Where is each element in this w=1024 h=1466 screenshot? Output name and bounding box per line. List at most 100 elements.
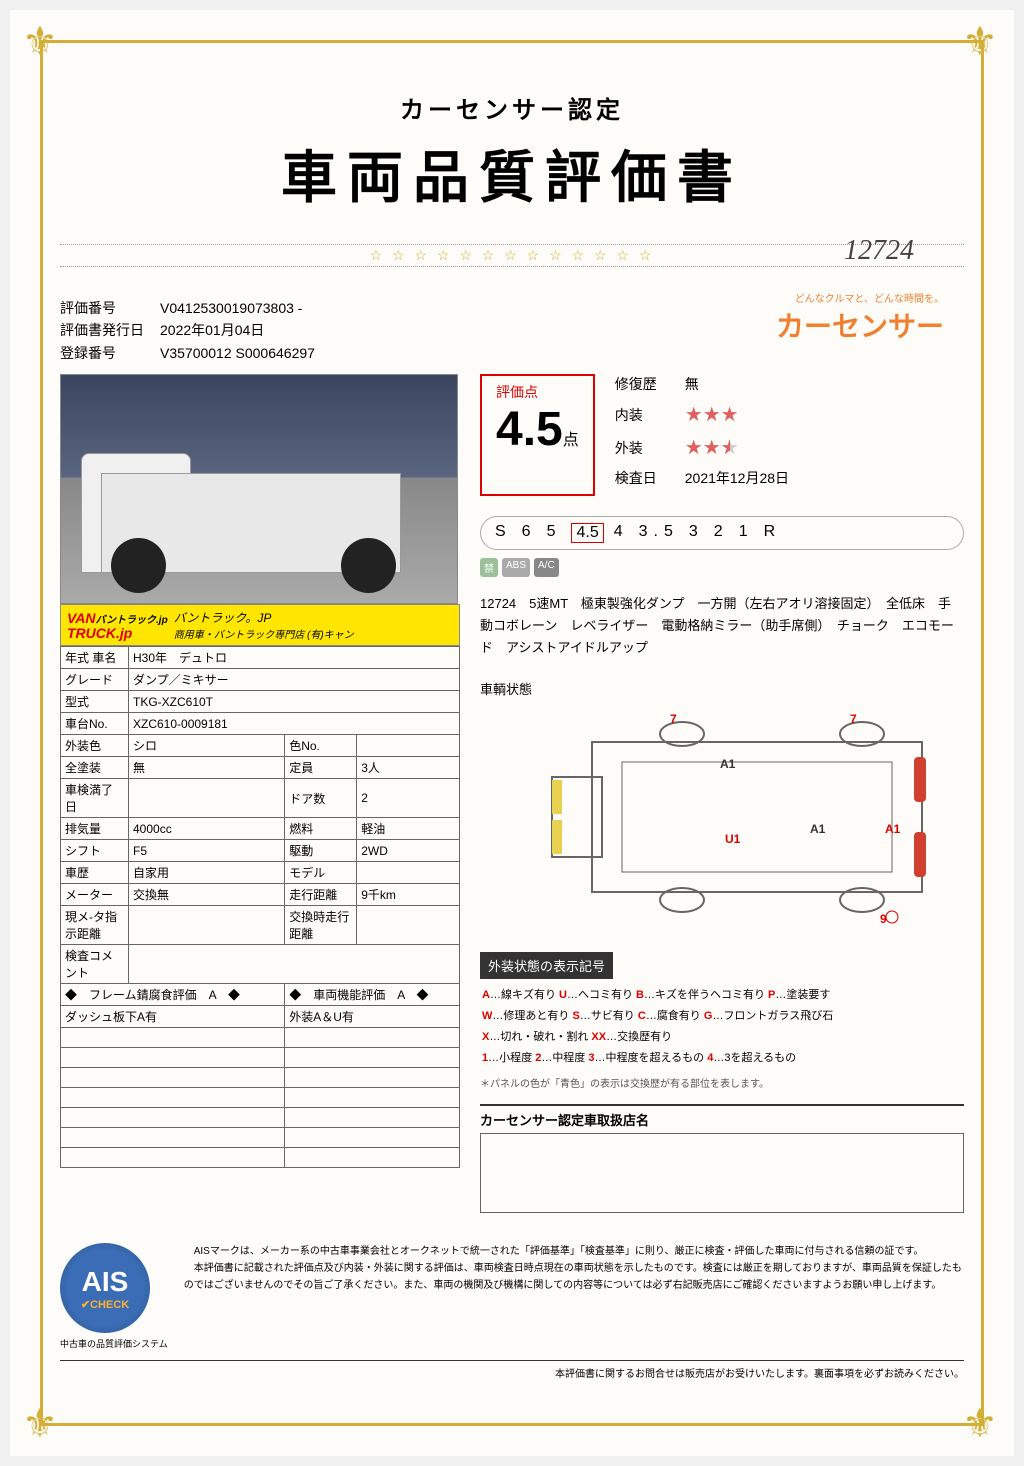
diagram-mark: 9 — [880, 912, 887, 926]
dealer-banner: VANバントラック.jp TRUCK.jp バントラック。JP 商用車・バントラ… — [60, 604, 460, 646]
spec-label: 車台No. — [61, 713, 129, 735]
spec-label: シフト — [61, 840, 129, 862]
repair-label: 修復歴 — [615, 374, 685, 394]
scale-item: 2 — [714, 523, 729, 543]
spec-table: 年式 車名H30年 デュトログレードダンプ／ミキサー型式TKG-XZC610T車… — [60, 646, 460, 1168]
score-unit: 点 — [563, 432, 579, 449]
spec-label: 燃料 — [285, 818, 357, 840]
spec-value: 交換無 — [129, 884, 285, 906]
reg-no: V35700012 S000646297 — [160, 342, 315, 364]
content: VANバントラック.jp TRUCK.jp バントラック。JP 商用車・バントラ… — [60, 374, 964, 1213]
corner-ornament: ⚜ — [962, 1404, 1002, 1444]
star-divider: ☆ ☆ ☆ ☆ ☆ ☆ ☆ ☆ ☆ ☆ ☆ ☆ ☆ — [60, 244, 964, 267]
spec-value — [129, 906, 285, 945]
dealer-name-label: カーセンサー認定車取扱店名 — [480, 1110, 964, 1129]
diagram-title: 車輌状態 — [480, 679, 964, 698]
badge: A/C — [534, 558, 559, 577]
spec-value: シロ — [129, 735, 285, 757]
spec-value — [129, 779, 285, 818]
diagram-mark: A1 — [885, 822, 900, 836]
subtitle: カーセンサー認定 — [60, 90, 964, 125]
issue-date-label: 評価書発行日 — [60, 319, 160, 341]
spec-label: 走行距離 — [285, 884, 357, 906]
spec-value: 無 — [129, 757, 285, 779]
footer-text: AISマークは、メーカー系の中古車事業会社とオークネットで統一された「評価基準」… — [184, 1243, 964, 1294]
dealer-name-section: カーセンサー認定車取扱店名 — [480, 1104, 964, 1213]
spec-value: TKG-XZC610T — [129, 691, 460, 713]
legend-note: ＊パネルの色が「青色」の表示は交換歴が有る部位を表します。 — [480, 1075, 964, 1090]
scale-item: S — [495, 523, 512, 543]
description: 12724 5速MT 極東製強化ダンプ 一方開（左右アオリ溶接固定） 全低床 手… — [480, 593, 964, 659]
bottom-note: 本評価書に関するお問合せは販売店がお受けいたします。裏面事項を必ずお読みください… — [60, 1360, 964, 1380]
scale-item: 4.5 — [571, 523, 603, 543]
ais-badge-wrap: AIS ✔CHECK 中古車の品質評価システム — [60, 1243, 168, 1350]
spec-label: 外装色 — [61, 735, 129, 757]
reg-no-label: 登録番号 — [60, 342, 160, 364]
inspect-label: 検査日 — [615, 468, 685, 488]
diagram-mark: U1 — [725, 832, 740, 846]
score-label: 評価点 — [496, 382, 579, 402]
score-decimal: .5 — [523, 403, 563, 456]
exterior-stars: ★★★ — [685, 435, 739, 460]
legend-body: A…線キズ有り U…ヘコミ有り B…キズを伴うヘコミ有り P…塗装要すW…修理あ… — [480, 979, 964, 1075]
corner-ornament: ⚜ — [22, 22, 62, 62]
right-column: 評価点 4.5点 修復歴無 内装★★★ 外装★★★ 検査日2021年12月28日… — [480, 374, 964, 1213]
score-main: 4 — [496, 403, 523, 456]
issue-date: 2022年01月04日 — [160, 319, 264, 341]
spec-label: 年式 車名 — [61, 647, 129, 669]
diagram-mark: 7 — [670, 712, 677, 726]
score-box: 評価点 4.5点 — [480, 374, 595, 496]
spec-value: 2WD — [357, 840, 460, 862]
spec-value: 3人 — [357, 757, 460, 779]
rating-block: 修復歴無 内装★★★ 外装★★★ 検査日2021年12月28日 — [615, 374, 789, 496]
spec-label: 車検満了日 — [61, 779, 129, 818]
spec-label: モデル — [285, 862, 357, 884]
main-title: 車両品質評価書 — [60, 133, 964, 214]
spec-label: 排気量 — [61, 818, 129, 840]
spec-value: 2 — [357, 779, 460, 818]
interior-label: 内装 — [615, 405, 685, 425]
spec-value: 自家用 — [129, 862, 285, 884]
spec-label: 全塗装 — [61, 757, 129, 779]
spec-label: ドア数 — [285, 779, 357, 818]
scale-item: 5 — [547, 523, 562, 543]
corner-ornament: ⚜ — [962, 22, 1002, 62]
spec-label: 型式 — [61, 691, 129, 713]
dealer-name-box — [480, 1133, 964, 1213]
eval-no: V0412530019073803 - — [160, 297, 302, 319]
brand-tagline: どんなクルマと、どんな時間を。 — [776, 290, 944, 305]
legend-box: 外装状態の表示記号 A…線キズ有り U…ヘコミ有り B…キズを伴うヘコミ有り P… — [480, 952, 964, 1090]
spec-label: 現メ-タ指示距離 — [61, 906, 129, 945]
wheel-shape — [111, 538, 166, 593]
spec-value: H30年 デュトロ — [129, 647, 460, 669]
badge: ABS — [502, 558, 530, 577]
repair-value: 無 — [685, 374, 699, 394]
scale-item: R — [764, 523, 782, 543]
diagram-mark: A1 — [810, 822, 825, 836]
diagram-mark: A1 — [720, 757, 735, 771]
interior-stars: ★★★ — [685, 402, 739, 427]
spec-value — [357, 735, 460, 757]
vehicle-photo — [60, 374, 458, 604]
scale-item: 6 — [522, 523, 537, 543]
scale-item: 3 — [689, 523, 704, 543]
handwritten-note: 12724 — [844, 235, 914, 267]
ais-badge-icon: AIS ✔CHECK — [60, 1243, 150, 1333]
spec-value: 4000cc — [129, 818, 285, 840]
spec-value: F5 — [129, 840, 285, 862]
ais-caption: 中古車の品質評価システム — [60, 1337, 168, 1350]
dealer-logo: VANバントラック.jp TRUCK.jp — [67, 611, 168, 640]
dealer-text: バントラック。JP 商用車・バントラック専門店 (有)キャン — [174, 609, 354, 641]
spec-label: 色No. — [285, 735, 357, 757]
legend-header: 外装状態の表示記号 — [480, 952, 613, 979]
spec-label: 交換時走行距離 — [285, 906, 357, 945]
spec-value: 9千km — [357, 884, 460, 906]
badge: 禁 — [480, 558, 498, 577]
spec-label: 車歴 — [61, 862, 129, 884]
scale-item: 3.5 — [639, 523, 679, 543]
header: カーセンサー認定 車両品質評価書 — [60, 90, 964, 214]
footer-section: AIS ✔CHECK 中古車の品質評価システム AISマークは、メーカー系の中古… — [60, 1243, 964, 1350]
corner-ornament: ⚜ — [22, 1404, 62, 1444]
diagram-section: 車輌状態 — [480, 679, 964, 942]
wheel-shape — [341, 538, 396, 593]
